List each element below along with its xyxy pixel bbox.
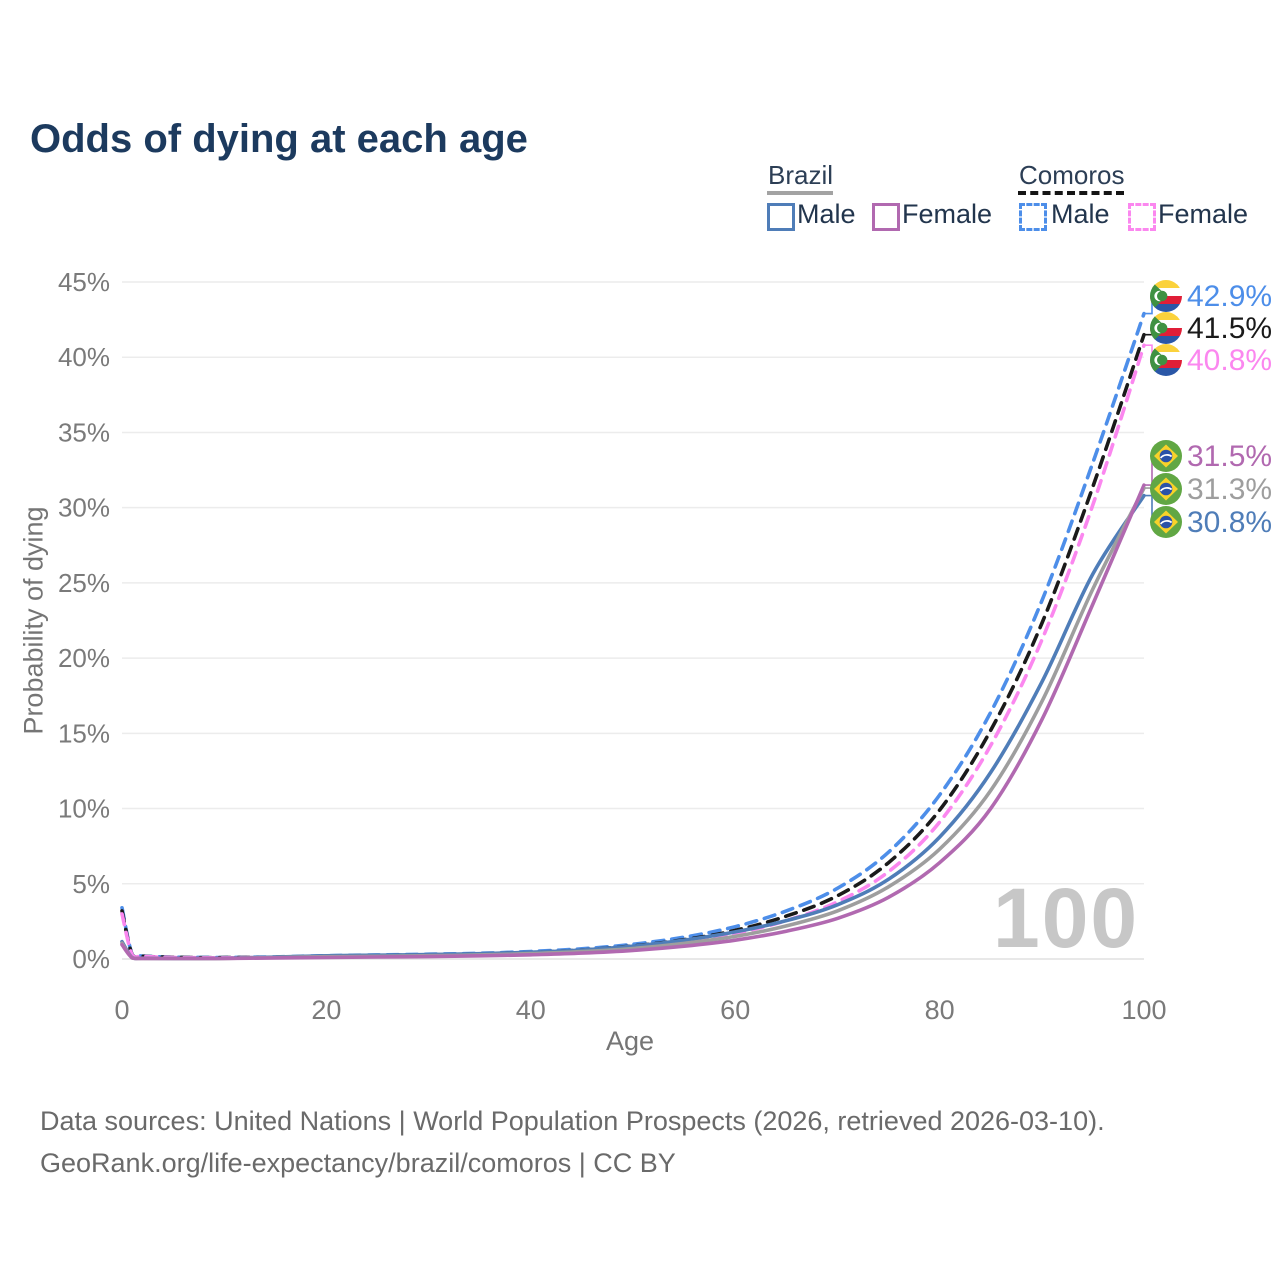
y-tick-label: 40% xyxy=(58,342,110,372)
curve-brazil-female[interactable] xyxy=(120,483,1146,961)
y-axis-tick-labels: 0% 5% 10% 15% 20% 25% 30% 35% 40% 45% xyxy=(58,267,110,974)
legend-swatch-comoros-male[interactable] xyxy=(1019,203,1047,231)
legend-swatch-brazil-male[interactable] xyxy=(767,203,795,231)
x-axis-tick-labels: 0 20 40 60 80 100 xyxy=(114,995,1166,1025)
end-value-label: 30.8% xyxy=(1187,506,1272,539)
legend-group-comoros: Comoros xyxy=(1019,160,1125,190)
y-tick-label: 45% xyxy=(58,267,110,297)
legend-brazil-linestyle-sample xyxy=(767,191,833,195)
end-value-label: 31.5% xyxy=(1187,440,1272,473)
y-tick-label: 5% xyxy=(72,869,110,899)
x-tick-label: 100 xyxy=(1121,995,1166,1025)
hover-age-watermark: 100 xyxy=(993,871,1140,965)
x-tick-label: 60 xyxy=(720,995,750,1025)
legend-label-brazil-female[interactable]: Female xyxy=(902,199,993,229)
y-tick-label: 20% xyxy=(58,643,110,673)
end-value-label: 42.9% xyxy=(1187,280,1272,313)
data-source-line2: GeoRank.org/life-expectancy/brazil/comor… xyxy=(40,1148,676,1178)
legend-label-brazil-male[interactable]: Male xyxy=(797,199,856,229)
x-tick-label: 40 xyxy=(516,995,546,1025)
x-tick-label: 80 xyxy=(925,995,955,1025)
comoros-flag-icon xyxy=(1150,344,1182,376)
end-value-label: 31.3% xyxy=(1187,473,1272,506)
curve-comoros-male[interactable] xyxy=(120,311,1146,960)
legend-group-brazil: Brazil xyxy=(768,160,834,190)
legend-comoros-linestyle-sample xyxy=(1018,191,1124,195)
y-tick-label: 35% xyxy=(58,417,110,447)
brazil-flag-icon xyxy=(1149,472,1183,506)
comoros-flag-icon xyxy=(1150,312,1182,344)
y-tick-label: 10% xyxy=(58,794,110,824)
end-value-label: 41.5% xyxy=(1187,312,1272,345)
comoros-flag-icon xyxy=(1150,280,1182,312)
legend-swatch-brazil-female[interactable] xyxy=(872,203,900,231)
x-tick-label: 0 xyxy=(114,995,129,1025)
legend-label-comoros-female[interactable]: Female xyxy=(1158,199,1249,229)
end-value-label: 40.8% xyxy=(1187,344,1272,377)
page-title: Odds of dying at each age xyxy=(30,116,528,161)
legend-label-comoros-male[interactable]: Male xyxy=(1051,199,1110,229)
legend-swatch-comoros-female[interactable] xyxy=(1128,203,1156,231)
y-tick-label: 30% xyxy=(58,493,110,523)
y-tick-label: 0% xyxy=(72,944,110,974)
x-tick-label: 20 xyxy=(311,995,341,1025)
curve-comoros-female[interactable] xyxy=(120,343,1146,960)
y-axis-title: Probability of dying xyxy=(18,505,49,735)
curve-brazil-combined[interactable] xyxy=(120,486,1146,961)
brazil-flag-icon xyxy=(1149,505,1183,539)
x-axis-title: Age xyxy=(605,1026,655,1056)
brazil-flag-icon xyxy=(1149,439,1183,473)
data-source-line1: Data sources: United Nations | World Pop… xyxy=(40,1106,1105,1136)
gridlines xyxy=(122,281,1144,960)
curve-comoros-combined[interactable] xyxy=(120,332,1146,960)
y-tick-label: 15% xyxy=(58,718,110,748)
mortality-curves xyxy=(120,311,1146,961)
end-value-labels: 42.9%41.5%40.8% 30.8%31.3%31.5% xyxy=(1149,280,1272,539)
y-tick-label: 25% xyxy=(58,568,110,598)
